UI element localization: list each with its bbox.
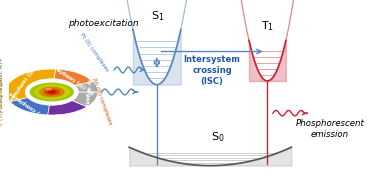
Ellipse shape xyxy=(34,84,70,100)
Text: Phosphorescent
emission: Phosphorescent emission xyxy=(296,119,364,139)
Text: Ir (III) complexes: Ir (III) complexes xyxy=(0,76,4,126)
Text: Pt (II) complexes: Pt (II) complexes xyxy=(79,32,110,72)
Text: Rh (III) complexes: Rh (III) complexes xyxy=(48,60,96,94)
Wedge shape xyxy=(54,69,93,86)
Wedge shape xyxy=(6,69,56,102)
Text: photoexcitation: photoexcitation xyxy=(68,19,139,27)
Text: Pt (II) complexes: Pt (II) complexes xyxy=(9,90,53,123)
Ellipse shape xyxy=(45,88,52,91)
Ellipse shape xyxy=(44,89,60,95)
Text: S$_0$: S$_0$ xyxy=(211,130,225,144)
Text: Intersystem
crossing
(ISC): Intersystem crossing (ISC) xyxy=(184,55,240,86)
Wedge shape xyxy=(10,98,50,115)
Text: Ir (III) complexes: Ir (III) complexes xyxy=(5,59,39,104)
Text: Purely organic RTP: Purely organic RTP xyxy=(0,57,4,112)
Wedge shape xyxy=(48,100,87,115)
Ellipse shape xyxy=(29,83,74,101)
Text: T$_1$: T$_1$ xyxy=(261,19,274,33)
Text: Purely organic RTP: Purely organic RTP xyxy=(82,66,93,122)
Text: Rh (III) complexes: Rh (III) complexes xyxy=(91,77,113,125)
Wedge shape xyxy=(72,92,98,107)
Ellipse shape xyxy=(39,86,65,98)
Wedge shape xyxy=(75,81,98,92)
Text: S$_1$: S$_1$ xyxy=(151,9,164,23)
Ellipse shape xyxy=(47,90,56,94)
